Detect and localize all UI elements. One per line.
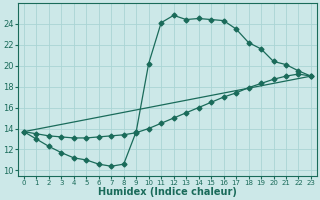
X-axis label: Humidex (Indice chaleur): Humidex (Indice chaleur) xyxy=(98,187,237,197)
